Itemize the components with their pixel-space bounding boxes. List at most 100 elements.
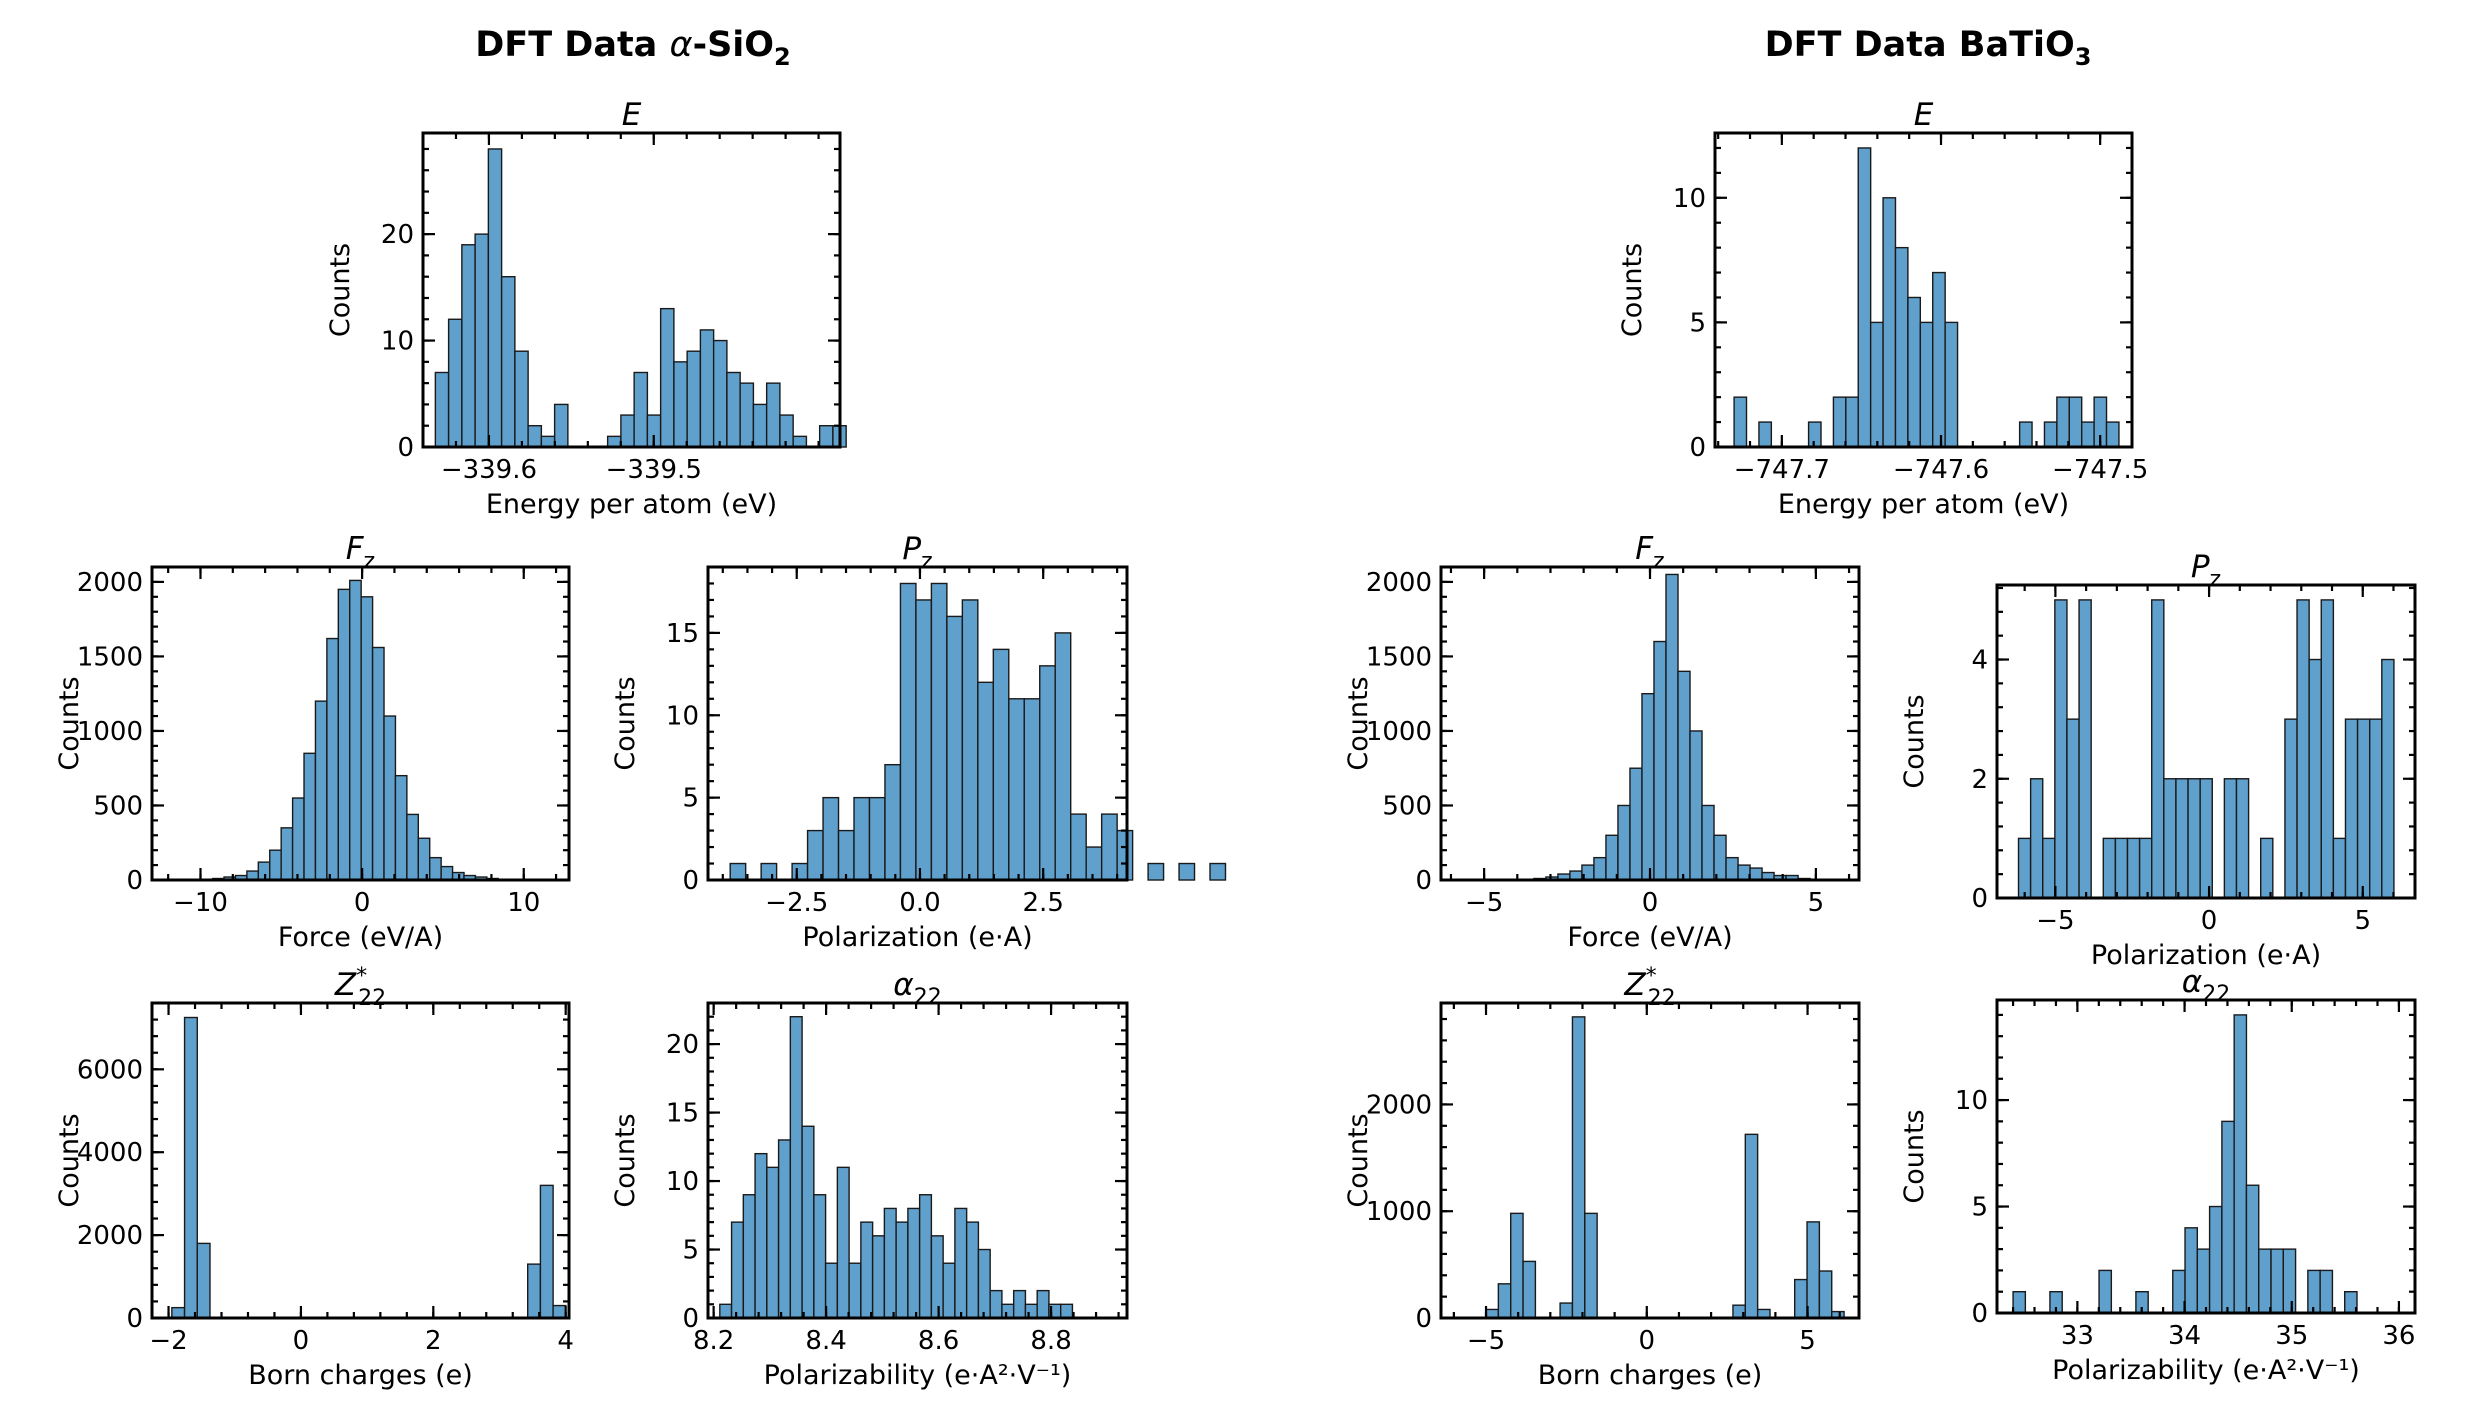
histogram-bar bbox=[1818, 1270, 1833, 1319]
x-axis-label: Polarizability (e·A²·V⁻¹) bbox=[764, 1360, 1072, 1391]
panel-title: Pz bbox=[2191, 549, 2221, 592]
histogram-bar bbox=[1178, 862, 1196, 881]
histogram-bar bbox=[1919, 321, 1934, 448]
histogram-bar bbox=[989, 1289, 1003, 1319]
histogram-bar bbox=[1653, 640, 1667, 881]
x-tick-label: 5 bbox=[1808, 888, 1825, 918]
x-tick-label: −5 bbox=[1467, 1326, 1505, 1356]
histogram-bar bbox=[429, 856, 442, 881]
y-tick-label: 0 bbox=[1415, 1304, 1432, 1334]
y-axis-label: Counts bbox=[1899, 694, 1930, 788]
x-tick-label: 33 bbox=[2061, 1321, 2094, 1351]
histogram-bar bbox=[2199, 778, 2213, 899]
histogram-bar bbox=[822, 796, 840, 881]
y-tick-label: 4 bbox=[1971, 646, 1988, 676]
histogram-bar bbox=[1725, 856, 1739, 881]
histogram-bar bbox=[1584, 1212, 1598, 1319]
sio2-pol-panel: −2.5 0.0 2.5 0 5 10 15 Polarization (e·A) Counts… bbox=[610, 531, 1227, 953]
histogram-bar bbox=[1869, 321, 1884, 448]
y-tick-label: 5 bbox=[1689, 308, 1706, 338]
histogram-bar bbox=[961, 599, 979, 881]
sio2-alpha-panel: 8.2 8.4 8.6 8.8 0 5 10 15 20 Polarizability (e·A²… bbox=[610, 967, 1129, 1391]
histogram-bar bbox=[1629, 767, 1643, 881]
histogram-bar bbox=[2368, 718, 2383, 899]
y-tick-label: 0 bbox=[682, 866, 699, 896]
y-tick-label: 0 bbox=[397, 433, 414, 463]
histogram-bar bbox=[461, 244, 476, 448]
histogram-bar bbox=[2356, 718, 2371, 899]
panel-title: α22 bbox=[893, 967, 941, 1010]
histogram-bar bbox=[1024, 1303, 1038, 1319]
y-tick-label: 2000 bbox=[77, 1221, 143, 1251]
histogram-bar bbox=[1001, 1303, 1015, 1319]
histogram-bar bbox=[1070, 813, 1087, 881]
histogram-bar bbox=[824, 1262, 839, 1319]
y-tick-label: 4000 bbox=[77, 1138, 143, 1168]
x-tick-label: −747.7 bbox=[1734, 455, 1830, 485]
y-tick-label: 2 bbox=[1971, 765, 1988, 795]
y-tick-label: 1500 bbox=[77, 642, 143, 672]
panel-title: Pz bbox=[902, 531, 932, 574]
histogram-bar bbox=[440, 865, 454, 881]
panel-title: Fz bbox=[1635, 531, 1664, 574]
histogram-bar bbox=[2270, 1248, 2284, 1314]
histogram-bar bbox=[739, 382, 755, 448]
x-tick-label: −10 bbox=[173, 888, 228, 918]
y-tick-label: 1500 bbox=[1366, 642, 1432, 672]
histogram-bar bbox=[2078, 599, 2092, 899]
y-tick-label: 0 bbox=[126, 1304, 143, 1334]
histogram-bar bbox=[2163, 778, 2177, 899]
histogram-bar bbox=[257, 861, 271, 881]
histogram-bar bbox=[1147, 862, 1165, 881]
histogram-bar bbox=[269, 849, 282, 881]
panel-title: Z* 22 bbox=[334, 964, 386, 1011]
x-axis-label: Force (eV/A) bbox=[1567, 922, 1732, 953]
y-tick-label: 20 bbox=[381, 220, 414, 250]
y-axis-label: Counts bbox=[610, 676, 641, 770]
histogram-bar bbox=[2319, 1269, 2334, 1314]
histogram-bar bbox=[2029, 778, 2044, 899]
histogram-bar bbox=[434, 371, 450, 448]
y-tick-label: 0 bbox=[1971, 1299, 1988, 1329]
histogram-bar bbox=[291, 797, 305, 881]
x-tick-label: 0 bbox=[1642, 888, 1659, 918]
histogram-bar bbox=[884, 763, 902, 881]
x-tick-label: −339.5 bbox=[606, 455, 702, 485]
histogram-bar bbox=[527, 425, 543, 448]
y-tick-label: 5 bbox=[1971, 1193, 1988, 1223]
histogram-bar bbox=[659, 307, 675, 448]
histogram-bar bbox=[792, 435, 808, 448]
histogram-bar bbox=[474, 233, 490, 448]
y-tick-label: 10 bbox=[666, 1167, 699, 1197]
y-axis-label: Counts bbox=[1343, 1113, 1374, 1207]
histogram-bar bbox=[1737, 864, 1751, 881]
histogram-bar bbox=[752, 403, 768, 448]
histogram-bar bbox=[1806, 1221, 1821, 1319]
histogram-bar bbox=[1758, 421, 1773, 448]
histogram-bar bbox=[2282, 1248, 2297, 1314]
histogram-bar bbox=[2042, 837, 2056, 899]
histogram-bar bbox=[447, 318, 463, 448]
histogram-bar bbox=[2260, 837, 2274, 899]
bto-born-panel: −5 0 5 0 1000 2000 Born charges (e) Counts Z* 22 bbox=[1343, 964, 1861, 1391]
x-tick-label: −747.6 bbox=[1893, 455, 1989, 485]
histogram-bar bbox=[1907, 296, 1922, 448]
plot-frame bbox=[706, 565, 1129, 882]
histogram-bar bbox=[1749, 867, 1763, 881]
histogram-bar bbox=[514, 350, 529, 448]
histogram-bar bbox=[848, 1262, 862, 1319]
histogram-bar bbox=[2344, 718, 2359, 899]
x-axis-label: Energy per atom (eV) bbox=[1778, 489, 2069, 520]
y-tick-label: 0 bbox=[1415, 866, 1432, 896]
histogram-bar bbox=[406, 813, 419, 881]
histogram-bar bbox=[1059, 1303, 1074, 1319]
y-tick-label: 0 bbox=[1971, 884, 1988, 914]
y-axis-label: Counts bbox=[610, 1113, 641, 1207]
histogram-bar bbox=[754, 1152, 768, 1319]
histogram-bar bbox=[171, 1306, 186, 1319]
histogram-bar bbox=[487, 148, 503, 448]
histogram-bar bbox=[712, 339, 728, 448]
sio2-energy-panel: −339.6 −339.5 0 10 20 Energy per atom (eV) Cou… bbox=[325, 97, 847, 520]
